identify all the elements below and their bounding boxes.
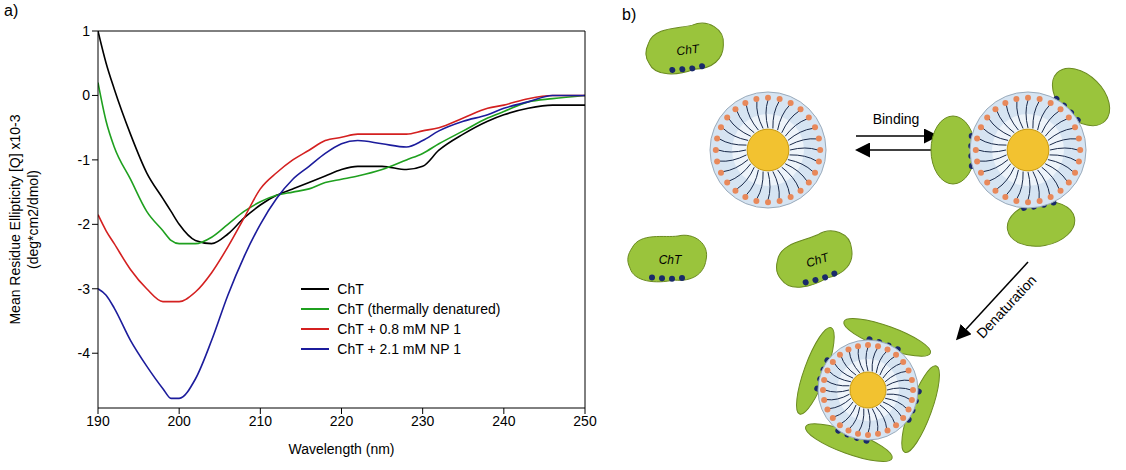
html-text:ChT (thermally denatured): ChT (thermally denatured) [337,300,501,317]
svg-text:(deg*cm2/dmol): (deg*cm2/dmol) [25,170,41,269]
svg-text:Binding: Binding [873,111,920,127]
svg-text:240: 240 [492,413,516,429]
svg-text:250: 250 [573,413,597,429]
svg-text:-3: -3 [78,281,91,297]
svg-text:-2: -2 [78,216,91,232]
svg-text:200: 200 [167,413,191,429]
html-text:ChT: ChT [337,280,364,297]
svg-text:Denaturation: Denaturation [973,272,1039,342]
svg-text:Mean Residue Ellipticity [Q] x: Mean Residue Ellipticity [Q] x10-3 [7,114,23,324]
svg-text:ChT: ChT [676,41,702,58]
svg-text:ChT: ChT [804,249,831,270]
svg-text:ChT: ChT [659,253,683,267]
svg-text:210: 210 [249,413,273,429]
svg-text:220: 220 [330,413,354,429]
html-text:ChT + 0.8 mM NP 1: ChT + 0.8 mM NP 1 [337,320,461,337]
svg-text:-4: -4 [78,345,91,361]
svg-text:0: 0 [82,87,90,103]
html-text:ChT + 2.1 mM NP 1: ChT + 2.1 mM NP 1 [337,340,461,357]
svg-text:230: 230 [411,413,435,429]
svg-text:b): b) [622,6,636,23]
html-text:a): a) [4,2,19,19]
svg-text:Wavelength (nm): Wavelength (nm) [288,441,394,457]
svg-text:190: 190 [86,413,110,429]
svg-text:-1: -1 [78,152,91,168]
svg-text:1: 1 [82,23,90,39]
